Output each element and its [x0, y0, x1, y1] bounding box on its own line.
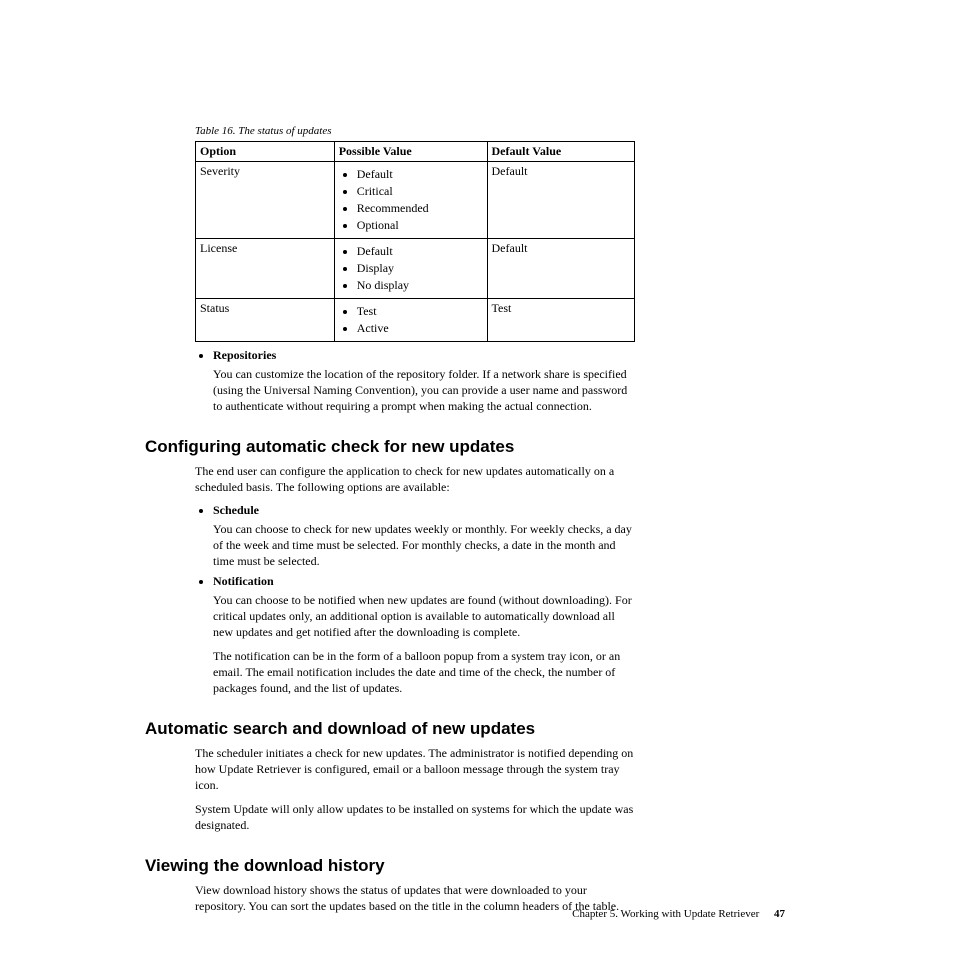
notification-body1: You can choose to be notified when new u… [213, 592, 635, 641]
repos-head: Repositories [213, 348, 276, 362]
list-item: Schedule You can choose to check for new… [213, 503, 635, 570]
th-possible: Possible Value [334, 142, 487, 162]
value-item: Default [357, 167, 483, 182]
value-item: Display [357, 261, 483, 276]
notification-body2: The notification can be in the form of a… [213, 648, 635, 697]
sec2-p2: System Update will only allow updates to… [195, 801, 635, 833]
value-item: Optional [357, 218, 483, 233]
repos-body: You can customize the location of the re… [213, 366, 635, 415]
value-item: Default [357, 244, 483, 259]
footer-page-number: 47 [774, 908, 785, 920]
footer-chapter: Chapter 5. Working with Update Retriever [572, 908, 759, 920]
cell-default: Default [487, 162, 634, 239]
value-item: Recommended [357, 201, 483, 216]
schedule-body: You can choose to check for new updates … [213, 521, 635, 570]
repositories-block: Repositories You can customize the locat… [195, 348, 635, 415]
cell-option: Status [196, 299, 335, 342]
value-item: Test [357, 304, 483, 319]
sec1-intro: The end user can configure the applicati… [195, 463, 635, 495]
table-row: Status Test Active Test [196, 299, 635, 342]
th-default: Default Value [487, 142, 634, 162]
cell-option: Severity [196, 162, 335, 239]
table-row: Severity Default Critical Recommended Op… [196, 162, 635, 239]
table-header-row: Option Possible Value Default Value [196, 142, 635, 162]
cell-default: Default [487, 239, 634, 299]
sec1-content: The end user can configure the applicati… [195, 463, 635, 697]
cell-values: Default Display No display [334, 239, 487, 299]
value-item: No display [357, 278, 483, 293]
th-option: Option [196, 142, 335, 162]
notification-head: Notification [213, 574, 274, 588]
page-content: Table 16. The status of updates Option P… [145, 125, 785, 922]
page-footer: Chapter 5. Working with Update Retriever… [145, 908, 785, 920]
cell-values: Test Active [334, 299, 487, 342]
value-item: Active [357, 321, 483, 336]
section-heading-automatic: Automatic search and download of new upd… [145, 719, 785, 739]
sec2-content: The scheduler initiates a check for new … [195, 745, 635, 834]
cell-default: Test [487, 299, 634, 342]
section-heading-history: Viewing the download history [145, 856, 785, 876]
schedule-head: Schedule [213, 503, 259, 517]
section-heading-configuring: Configuring automatic check for new upda… [145, 437, 785, 457]
table-caption: Table 16. The status of updates [195, 125, 785, 137]
cell-option: License [196, 239, 335, 299]
list-item: Notification You can choose to be notifi… [213, 574, 635, 697]
cell-values: Default Critical Recommended Optional [334, 162, 487, 239]
value-item: Critical [357, 184, 483, 199]
status-table: Option Possible Value Default Value Seve… [195, 141, 635, 342]
table-row: License Default Display No display Defau… [196, 239, 635, 299]
list-item: Repositories You can customize the locat… [213, 348, 635, 415]
sec2-p1: The scheduler initiates a check for new … [195, 745, 635, 794]
